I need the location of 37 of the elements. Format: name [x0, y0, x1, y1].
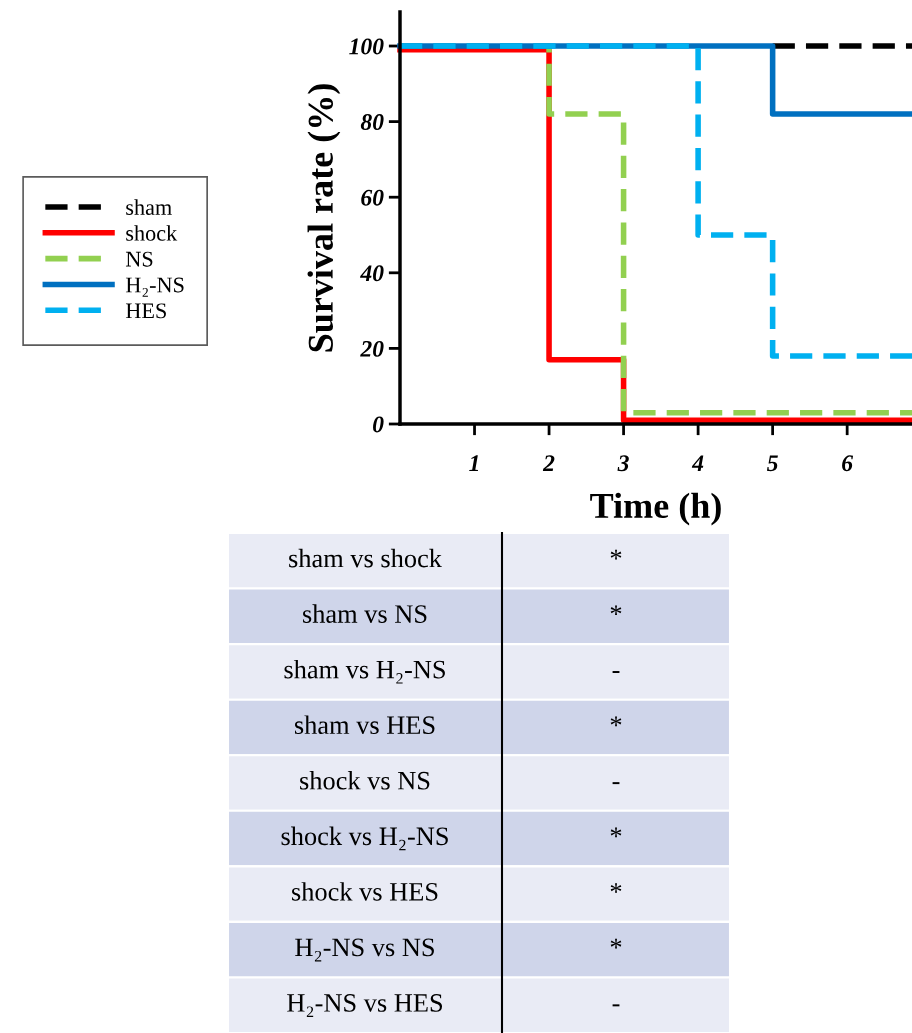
- legend-label: HES: [125, 303, 166, 319]
- text: shock vs HES: [292, 882, 438, 901]
- x-tick-label: 4: [691, 455, 704, 471]
- y-tick-label: 60: [361, 189, 384, 206]
- text: sham vs HES: [294, 715, 435, 735]
- text: *: [610, 827, 622, 838]
- text: shock vs NS: [300, 771, 430, 790]
- y-tick-label: 0: [373, 416, 384, 433]
- y-tick-label: 100: [349, 38, 384, 55]
- legend-label: H₂-NS: [125, 277, 184, 297]
- x-axis-title: Time (h): [590, 492, 721, 526]
- text: sham vs NS: [303, 604, 427, 623]
- text: sham vs H₂-NS: [284, 659, 445, 684]
- text: *: [610, 883, 622, 893]
- x-tick-label: 5: [767, 455, 778, 472]
- y-tick-label: 20: [360, 340, 384, 357]
- x-tick-label: 6: [842, 455, 854, 472]
- text: *: [610, 938, 622, 949]
- legend-label: sham: [126, 199, 172, 215]
- text: sham vs shock: [289, 548, 442, 568]
- y-axis-title: Survival rate (%): [307, 84, 341, 352]
- legend-label: NS: [125, 251, 153, 267]
- text: -: [612, 1004, 620, 1007]
- text: *: [610, 605, 622, 616]
- text: *: [610, 716, 622, 727]
- y-tick-label: 40: [360, 265, 384, 282]
- text: *: [610, 549, 622, 560]
- text: H₂-NS vs NS: [295, 938, 434, 962]
- text: -: [612, 671, 620, 673]
- x-tick-label: 2: [542, 455, 555, 471]
- text: shock vs H₂-NS: [281, 826, 448, 851]
- text: H₂-NS vs HES: [287, 994, 443, 1017]
- x-tick-label: 1: [469, 455, 479, 471]
- y-tick-label: 80: [360, 114, 384, 131]
- x-tick-label: 3: [617, 455, 629, 472]
- text: -: [612, 782, 620, 785]
- legend-label: shock: [126, 225, 178, 241]
